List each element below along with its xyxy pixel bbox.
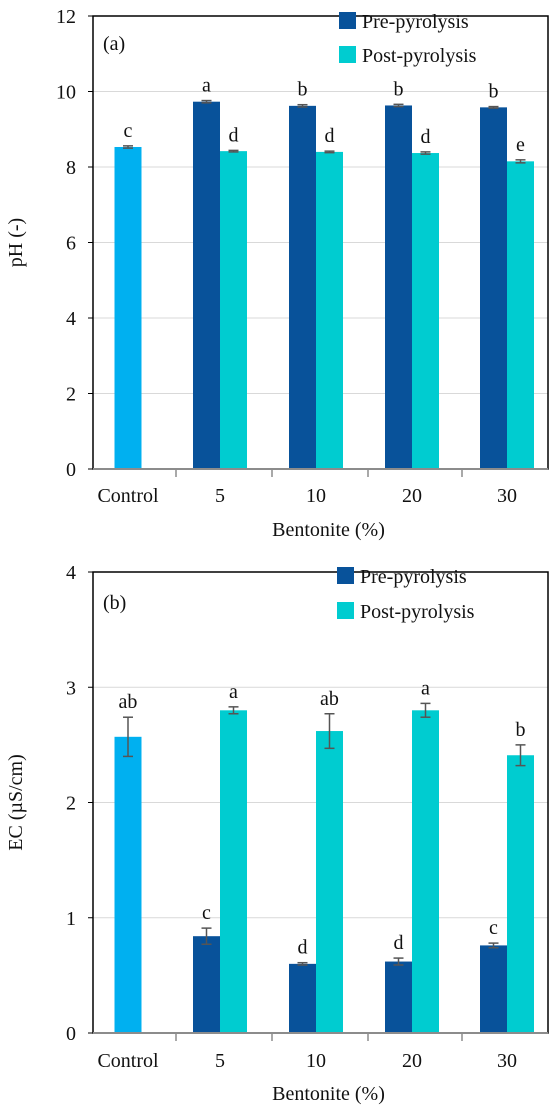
post-pyrolysis-30-bar — [507, 161, 534, 469]
pre-pyrolysis-30-bar — [480, 107, 507, 469]
pre-pyrolysis-20-bar — [385, 105, 412, 469]
pre-pyrolysis-5-bar — [193, 101, 220, 469]
post-pyrolysis-5-bar — [220, 151, 247, 469]
post-pyrolysis-30-letter: b — [516, 719, 526, 741]
x-tick-label: 10 — [306, 1050, 326, 1072]
y-tick-label: 3 — [66, 677, 76, 699]
post-pyrolysis-10-bar — [316, 731, 343, 1033]
pre-pyrolysis-30-letter: b — [489, 81, 499, 103]
legend-swatch-pre-pyrolysis — [339, 12, 356, 29]
legend-swatch-post-pyrolysis — [337, 602, 354, 619]
legend-label-pre-pyrolysis: Pre-pyrolysis — [362, 11, 469, 33]
pre-pyrolysis-5-bar — [193, 936, 220, 1033]
x-tick-label: Control — [97, 485, 159, 507]
x-axis-title: Bentonite (%) — [272, 1083, 385, 1105]
post-pyrolysis-20-letter: a — [421, 677, 430, 699]
y-tick-label: 4 — [66, 308, 76, 330]
panel-label: (a) — [103, 33, 125, 55]
control-letter: c — [124, 120, 133, 142]
pre-pyrolysis-10-letter: d — [298, 937, 308, 959]
post-pyrolysis-20-bar — [412, 153, 439, 469]
x-tick-label: Control — [97, 1050, 159, 1072]
pre-pyrolysis-20-letter: b — [394, 78, 404, 100]
pre-pyrolysis-5-letter: a — [202, 75, 211, 97]
legend-swatch-pre-pyrolysis — [337, 567, 354, 584]
post-pyrolysis-5-bar — [220, 710, 247, 1033]
panel-label: (b) — [103, 592, 126, 614]
y-tick-label: 6 — [66, 233, 76, 255]
y-tick-label: 0 — [66, 459, 76, 481]
y-tick-label: 12 — [56, 6, 76, 28]
y-tick-label: 0 — [66, 1023, 76, 1045]
y-tick-label: 2 — [66, 384, 76, 406]
post-pyrolysis-30-letter: e — [516, 134, 525, 156]
x-tick-label: 20 — [402, 485, 422, 507]
legend-swatch-post-pyrolysis — [339, 46, 356, 63]
pre-pyrolysis-10-bar — [289, 963, 316, 1033]
post-pyrolysis-5-letter: d — [229, 124, 239, 146]
pre-pyrolysis-5-letter: c — [202, 902, 211, 924]
post-pyrolysis-30-bar — [507, 755, 534, 1033]
pre-pyrolysis-20-letter: d — [394, 932, 404, 954]
y-tick-label: 1 — [66, 908, 76, 930]
x-tick-label: 30 — [497, 485, 517, 507]
x-tick-label: 10 — [306, 485, 326, 507]
legend-label-pre-pyrolysis: Pre-pyrolysis — [360, 566, 467, 588]
y-tick-label: 10 — [56, 82, 76, 104]
chart-panel-a: c a b b b d d d e 0 2 4 6 8 10 12 Control 5 10 20 30 Bentonit… — [5, 6, 549, 541]
post-pyrolysis-5-letter: a — [229, 681, 238, 703]
pre-pyrolysis-10-bar — [289, 105, 316, 469]
control-bar — [114, 146, 142, 469]
control-bar — [114, 736, 142, 1033]
x-tick-label: 30 — [497, 1050, 517, 1072]
legend-label-post-pyrolysis: Post-pyrolysis — [360, 601, 475, 623]
x-axis-title: Bentonite (%) — [272, 519, 385, 541]
x-tick-label: 5 — [215, 1050, 225, 1072]
pre-pyrolysis-20-bar — [385, 961, 412, 1033]
y-tick-label: 8 — [66, 157, 76, 179]
x-tick-label: 5 — [215, 485, 225, 507]
post-pyrolysis-10-letter: ab — [320, 688, 339, 710]
y-axis-title: pH (-) — [5, 218, 27, 267]
y-tick-label: 2 — [66, 793, 76, 815]
x-tick-label: 20 — [402, 1050, 422, 1072]
pre-pyrolysis-30-bar — [480, 945, 507, 1033]
y-axis-title: EC (µS/cm) — [5, 754, 27, 851]
post-pyrolysis-20-bar — [412, 710, 439, 1033]
post-pyrolysis-10-bar — [316, 151, 343, 469]
control-letter: ab — [119, 691, 138, 713]
pre-pyrolysis-10-letter: b — [298, 79, 308, 101]
post-pyrolysis-10-letter: d — [325, 125, 335, 147]
legend-label-post-pyrolysis: Post-pyrolysis — [362, 45, 477, 67]
pre-pyrolysis-30-letter: c — [489, 917, 498, 939]
post-pyrolysis-20-letter: d — [421, 126, 431, 148]
y-tick-label: 4 — [66, 562, 76, 584]
